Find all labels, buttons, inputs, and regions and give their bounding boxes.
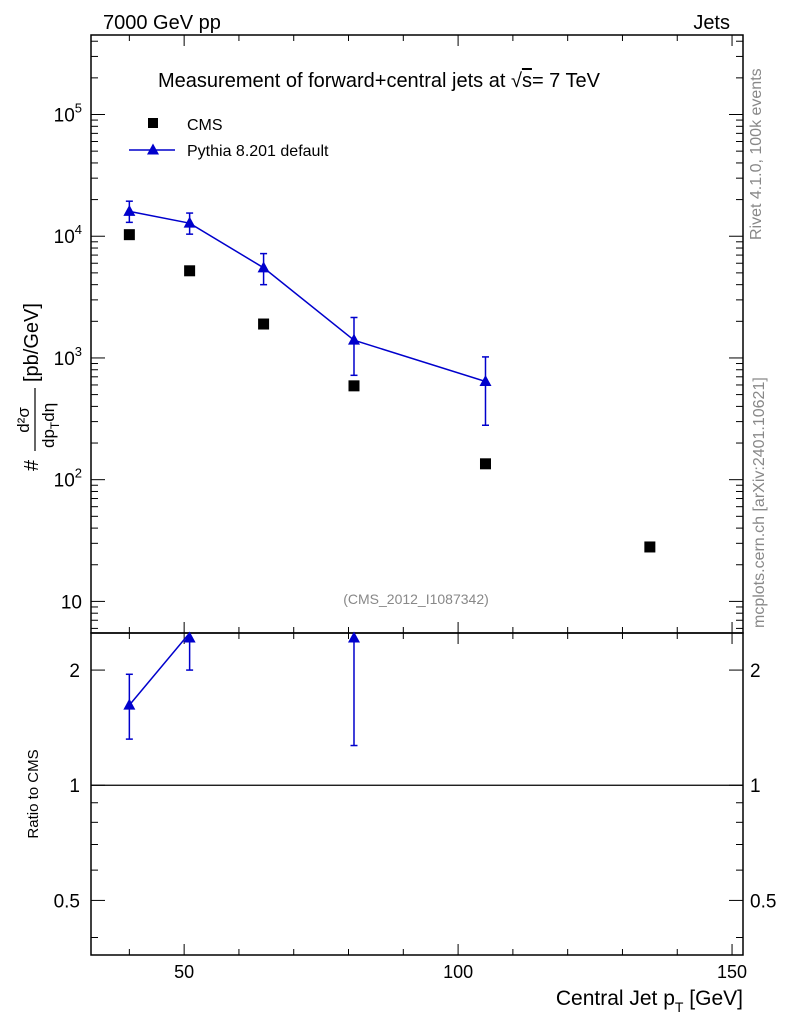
legend-cms-marker (148, 118, 158, 128)
ylabel-numerator: d²σ (14, 407, 33, 433)
mc-data-point (123, 204, 136, 216)
ratio-ylabel: Ratio to CMS (25, 749, 42, 838)
ylabel-den-a: dp (39, 429, 58, 448)
title-sqrt-arg: s (522, 70, 532, 92)
y-tick-label: 102 (54, 466, 82, 492)
ylabel-den-sub: T (48, 421, 62, 429)
y-tick-label: 104 (54, 222, 82, 248)
legend-mc-marker (147, 143, 159, 155)
ylabel-denominator: dpTdη (39, 403, 62, 448)
ratio-y-tick-label-right: 2 (750, 661, 761, 682)
cms-data-point (479, 458, 491, 470)
ylabel: # d²σ dpTdη [pb/GeV] (14, 303, 62, 471)
ratio-series-line (128, 632, 191, 706)
cms-data-point (258, 318, 270, 330)
cms-data-point (123, 229, 135, 241)
xlabel: Central Jet pT [GeV] (556, 987, 743, 1015)
main-plot-layer (123, 200, 656, 553)
ylabel-hash: # (21, 459, 43, 471)
header-right: Jets (693, 12, 730, 34)
cms-data-point (184, 265, 196, 277)
ratio-data-point (347, 631, 360, 643)
legend-mc-label: Pythia 8.201 default (187, 143, 329, 160)
ylabel-unit: [pb/GeV] (21, 303, 43, 382)
legend-cms-label: CMS (187, 117, 223, 134)
mc-data-point (183, 216, 196, 228)
ylabel-den-b: dη (39, 403, 58, 422)
ratio-y-tick-label-right: 1 (750, 776, 761, 797)
y-tick-label: 105 (54, 101, 82, 127)
x-tick-label: 50 (174, 962, 194, 982)
rivet-label: Rivet 4.1.0, 100k events (748, 68, 765, 240)
title-sqrt-glyph: √ (511, 70, 522, 92)
ratio-y-tick-label-left: 1 (69, 776, 80, 797)
chart-title: Measurement of forward+central jets at √… (158, 70, 601, 92)
ratio-data-point (183, 631, 196, 643)
legend: CMS Pythia 8.201 default (129, 117, 329, 160)
cms-data-point (348, 380, 360, 392)
xlabel-main: Central Jet p (556, 987, 675, 1010)
mc-data-point (479, 375, 492, 387)
header-left: 7000 GeV pp (103, 12, 221, 34)
title-suffix: = 7 TeV (532, 70, 601, 92)
y-tick-label: 103 (54, 344, 82, 370)
ticks-layer: 50 100 150 10 102 103 104 105 0.5 0.5 1 1 2 2 (54, 35, 776, 982)
x-tick-label: 150 (717, 962, 747, 982)
ratio-data-point (123, 698, 136, 710)
mc-data-point (347, 333, 360, 345)
ratio-y-tick-label-right: 0.5 (750, 891, 776, 912)
xlabel-sub: T (675, 999, 684, 1015)
mc-series-line (129, 210, 486, 383)
mcplots-label: mcplots.cern.ch [arXiv:2401.10621] (751, 377, 768, 628)
mc-data-point (257, 261, 270, 273)
ratio-y-tick-label-left: 2 (69, 661, 80, 682)
analysis-id: (CMS_2012_I1087342) (343, 591, 489, 607)
y-tick-label: 10 (61, 592, 82, 613)
x-tick-label: 100 (443, 962, 473, 982)
ratio-y-tick-label-left: 0.5 (54, 891, 80, 912)
cms-data-point (644, 541, 656, 553)
ratio-plot-layer (91, 631, 743, 786)
title-prefix: Measurement of forward+central jets at (158, 70, 511, 92)
xlabel-unit: [GeV] (683, 987, 743, 1010)
ratio-frame (90, 632, 744, 956)
